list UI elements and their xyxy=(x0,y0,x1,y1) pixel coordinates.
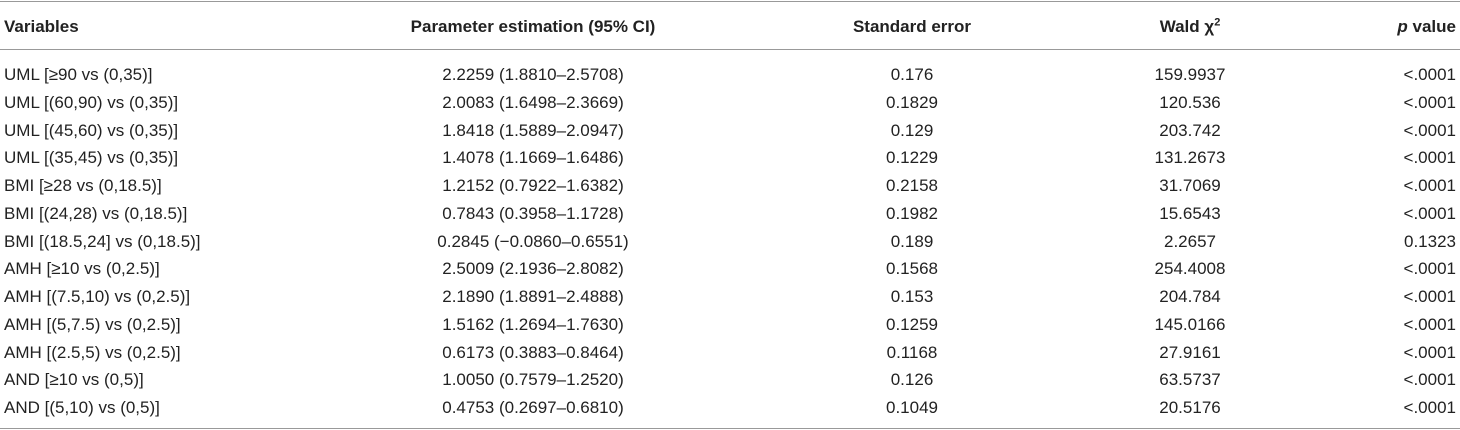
header-cell: Standard error xyxy=(852,17,972,36)
table-cell: 0.4753 (0.2697–0.6810) xyxy=(442,398,624,417)
table-cell: 2.0083 (1.6498–2.3669) xyxy=(442,92,624,112)
table-cell: 0.189 xyxy=(890,231,934,251)
table-cell: 1.5162 (1.2694–1.7630) xyxy=(442,314,624,334)
table-cell: <.0001 xyxy=(1403,148,1456,168)
top-rule xyxy=(0,1,1460,2)
table-cell: 2.2259 (1.8810–2.5708) xyxy=(442,65,624,84)
header-sup: 2 xyxy=(1214,16,1221,29)
table-cell: 203.742 xyxy=(1159,120,1221,140)
table-cell: <.0001 xyxy=(1403,65,1456,84)
table-cell: 1.4078 (1.1669–1.6486) xyxy=(442,148,624,168)
table-cell: UML [(60,90) vs (0,35)] xyxy=(4,92,179,112)
table-cell: <.0001 xyxy=(1403,120,1456,140)
table-cell: 20.5176 xyxy=(1159,398,1221,417)
table-cell: 159.9937 xyxy=(1154,65,1226,84)
table-cell: 254.4008 xyxy=(1154,259,1226,279)
header-italic: p xyxy=(1397,17,1408,36)
header-cell: Variables xyxy=(4,17,79,36)
table-cell: 0.2845 (−0.0860–0.6551) xyxy=(437,231,629,251)
table-cell: UML [(35,45) vs (0,35)] xyxy=(4,148,179,168)
table-cell: BMI [(18.5,24] vs (0,18.5)] xyxy=(4,231,201,251)
table-cell: UML [(45,60) vs (0,35)] xyxy=(4,120,179,140)
table-cell: <.0001 xyxy=(1403,342,1456,362)
table-cell: UML [≥90 vs (0,35)] xyxy=(4,65,153,84)
header-text: Wald χ xyxy=(1159,17,1215,36)
table-cell: <.0001 xyxy=(1403,92,1456,112)
table-cell: 0.1568 xyxy=(886,259,938,279)
header-text: value xyxy=(1407,17,1456,36)
table-cell: 0.2158 xyxy=(886,176,938,195)
table-cell: 204.784 xyxy=(1159,287,1221,306)
table-cell: 15.6543 xyxy=(1159,203,1221,223)
table-cell: 2.1890 (1.8891–2.4888) xyxy=(442,287,624,306)
table-cell: 0.1829 xyxy=(886,92,938,112)
table-cell: AMH [(2.5,5) vs (0,2.5)] xyxy=(4,342,181,362)
table-cell: 0.129 xyxy=(890,120,934,140)
table-cell: 2.5009 (2.1936–2.8082) xyxy=(442,259,624,279)
table-cell: BMI [≥28 vs (0,18.5)] xyxy=(4,176,162,195)
table-cell: 1.0050 (0.7579–1.2520) xyxy=(442,370,624,390)
bottom-rule xyxy=(0,428,1460,429)
table-cell: 0.1982 xyxy=(886,203,938,223)
table-cell: 0.1259 xyxy=(886,314,938,334)
table-cell: AMH [(7.5,10) vs (0,2.5)] xyxy=(4,287,191,306)
table-cell: <.0001 xyxy=(1403,203,1456,223)
table-cell: 27.9161 xyxy=(1159,342,1221,362)
table-cell: <.0001 xyxy=(1403,398,1456,417)
table-cell: <.0001 xyxy=(1403,287,1456,306)
table-cell: 145.0166 xyxy=(1154,314,1226,334)
table-cell: AMH [≥10 vs (0,2.5)] xyxy=(4,259,160,279)
table-cell: 0.1323 xyxy=(1404,231,1456,251)
table-cell: <.0001 xyxy=(1403,176,1456,195)
table-cell: <.0001 xyxy=(1403,370,1456,390)
table-cell: 1.2152 (0.7922–1.6382) xyxy=(442,176,624,195)
table-cell: AND [(5,10) vs (0,5)] xyxy=(4,398,160,417)
table-cell: 0.1168 xyxy=(886,342,938,362)
table-cell: 0.1049 xyxy=(886,398,938,417)
table-cell: BMI [(24,28) vs (0,18.5)] xyxy=(4,203,188,223)
table-cell: 0.153 xyxy=(890,287,934,306)
header-cell: Wald χ2 xyxy=(1160,17,1221,37)
table-cell: 0.7843 (0.3958–1.1728) xyxy=(442,203,624,223)
header-rule xyxy=(0,49,1460,50)
table-cell: 120.536 xyxy=(1159,92,1221,112)
table-cell: AND [≥10 vs (0,5)] xyxy=(4,370,144,390)
table-cell: 0.126 xyxy=(890,370,934,390)
table-cell: <.0001 xyxy=(1403,259,1456,279)
table-cell: 63.5737 xyxy=(1159,370,1221,390)
table-cell: 0.6173 (0.3883–0.8464) xyxy=(442,342,624,362)
table-cell: 0.1229 xyxy=(886,148,938,168)
table-cell: AMH [(5,7.5) vs (0,2.5)] xyxy=(4,314,181,334)
header-cell: p value xyxy=(1397,17,1456,37)
table-cell: 131.2673 xyxy=(1154,148,1226,168)
header-cell: Parameter estimation (95% CI) xyxy=(410,17,656,36)
table-cell: 0.176 xyxy=(890,65,934,84)
table-cell: 31.7069 xyxy=(1159,176,1221,195)
table-cell: 1.8418 (1.5889–2.0947) xyxy=(442,120,624,140)
table-cell: <.0001 xyxy=(1403,314,1456,334)
table-cell: 2.2657 xyxy=(1164,231,1216,251)
